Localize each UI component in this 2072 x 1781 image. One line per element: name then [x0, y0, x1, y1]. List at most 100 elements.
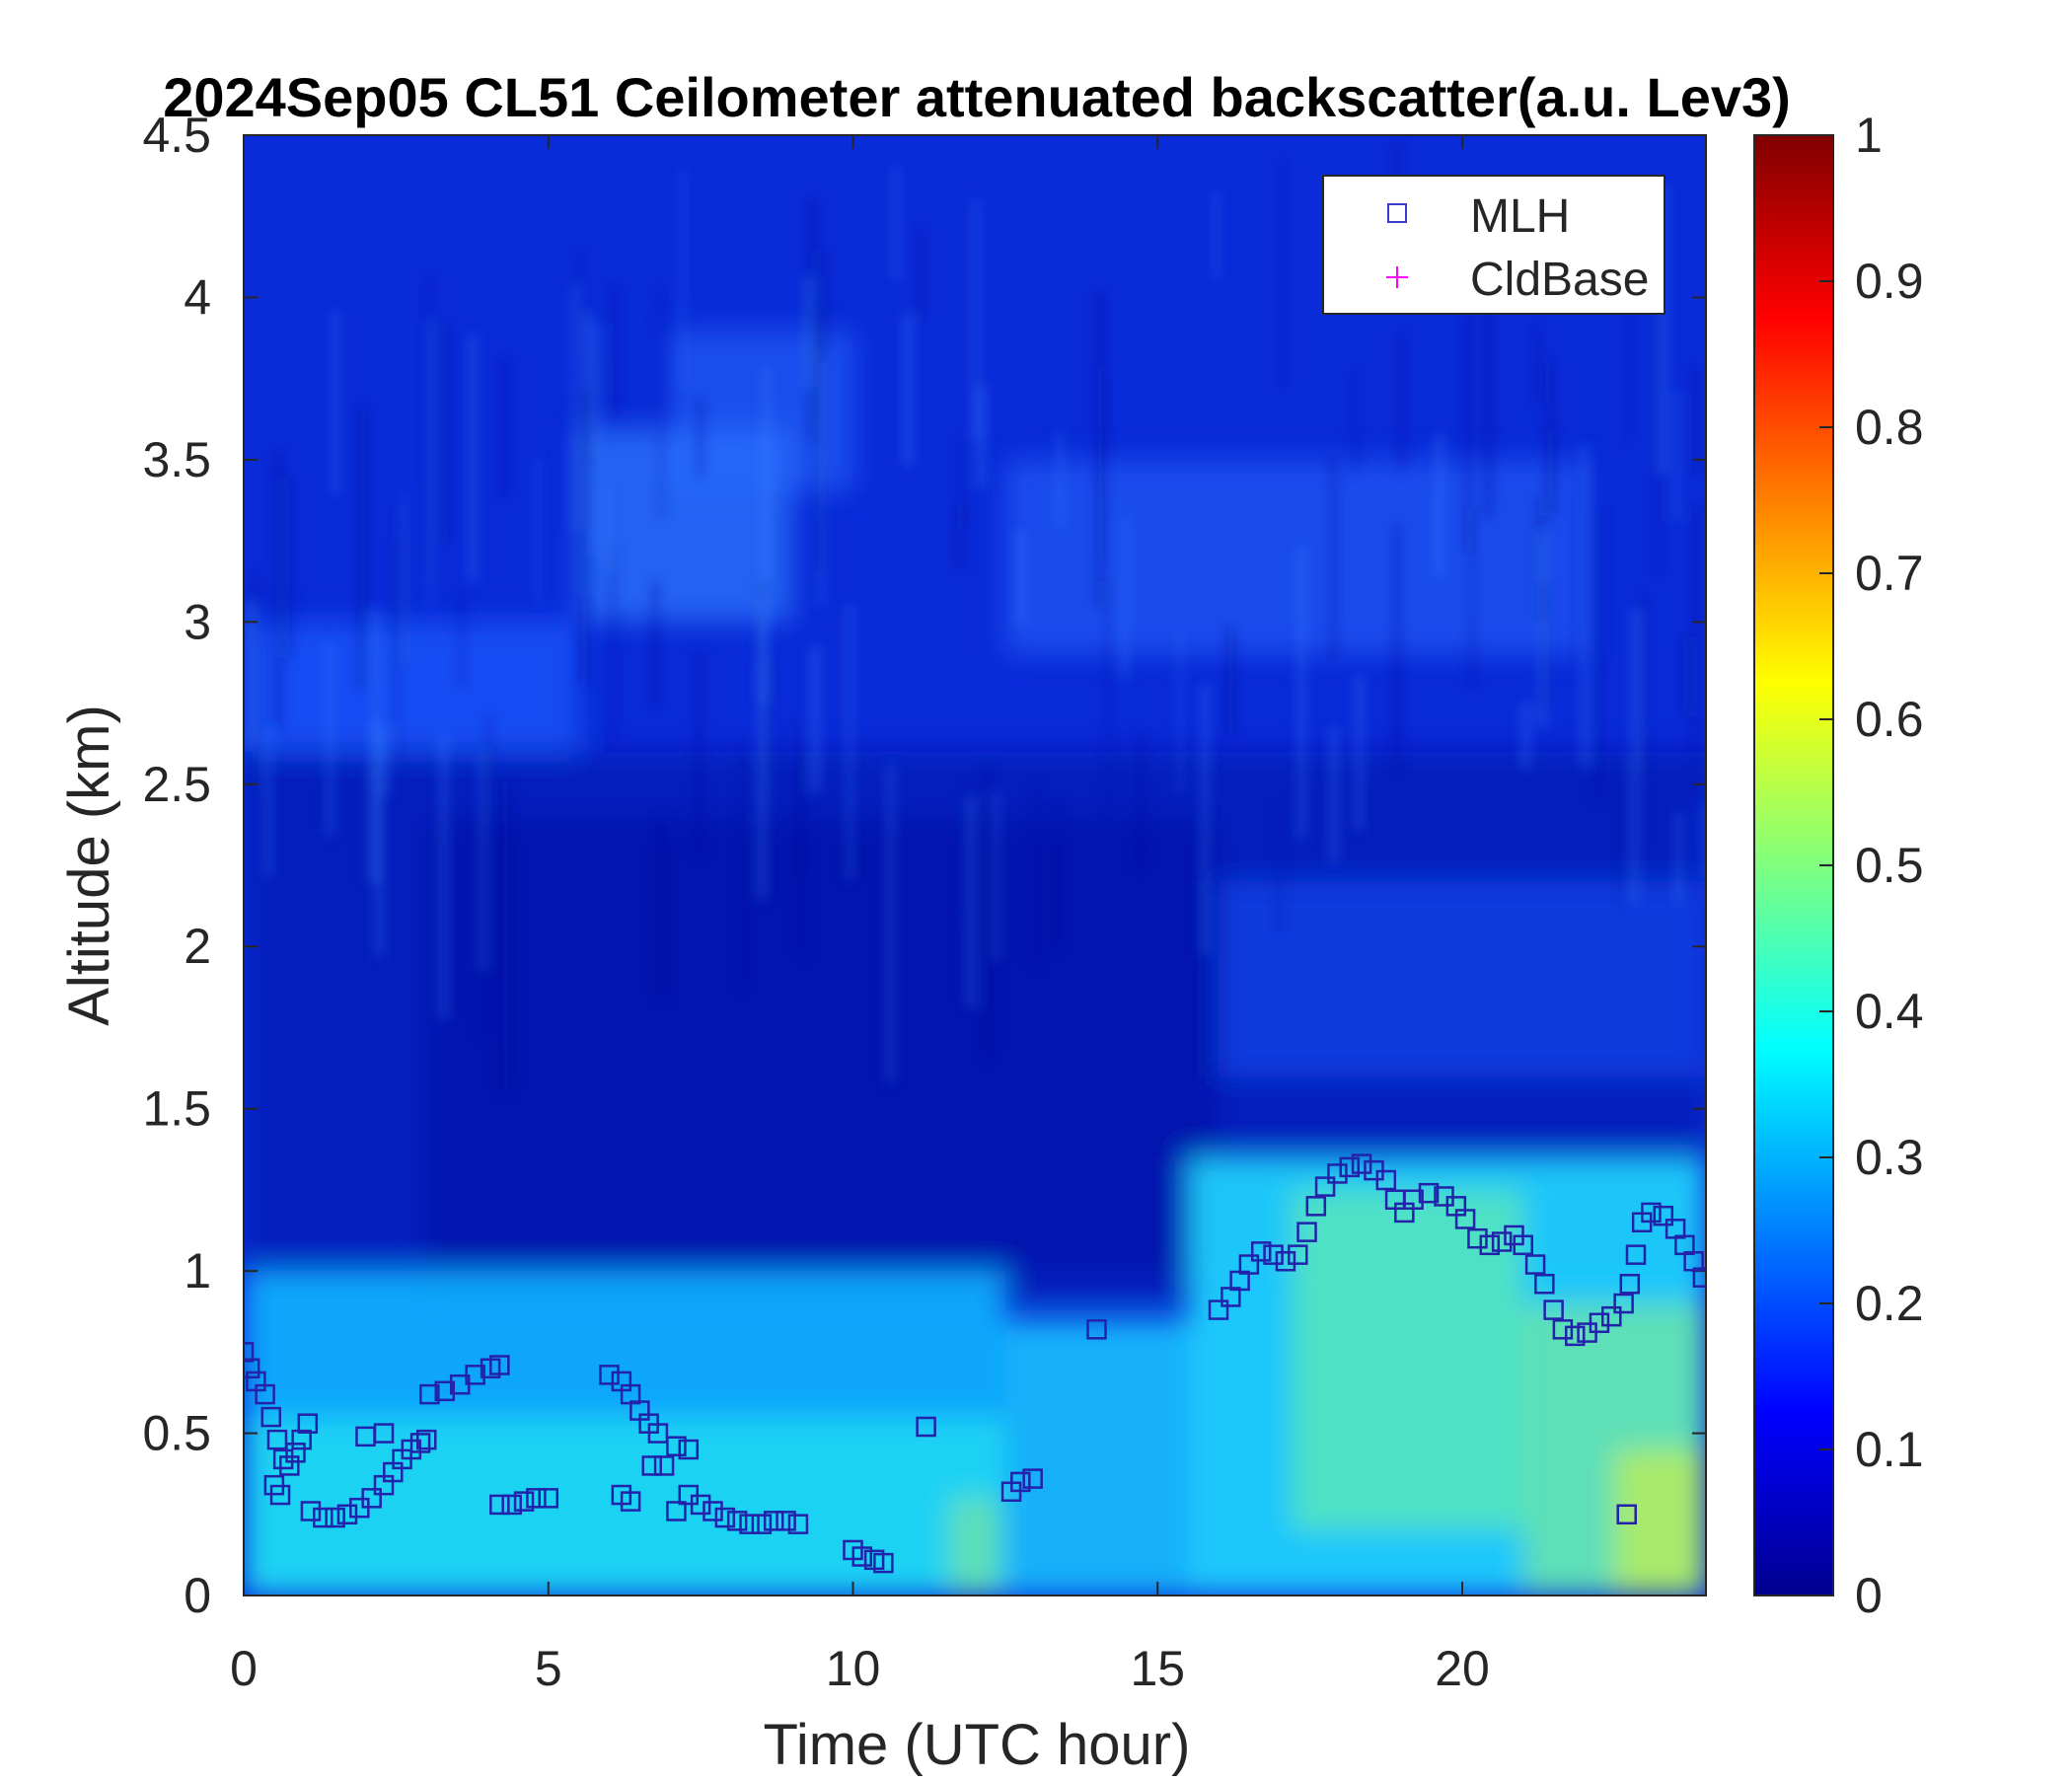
mlh-point [526, 1488, 547, 1509]
y-axis-label: Altitude (km) [57, 705, 121, 1026]
mlh-point [1351, 1153, 1372, 1174]
heatmap-streak [1703, 806, 1706, 878]
mlh-series [244, 1153, 1706, 1574]
x-axis: 0 5 10 15 20 [230, 135, 1490, 1696]
heatmap-streak [285, 478, 293, 658]
y-tick-label: 4 [184, 269, 211, 325]
mlh-point [1479, 1234, 1501, 1256]
y-tick-label: 0 [184, 1568, 211, 1623]
mlh-point [1288, 1244, 1308, 1265]
mlh-point [285, 1443, 306, 1463]
heatmap-streak [821, 251, 828, 362]
mlh-point [1418, 1182, 1440, 1204]
mlh-point [373, 1423, 395, 1444]
heatmap-streak [439, 735, 448, 1020]
heatmap-streak [246, 601, 255, 749]
mlh-point [726, 1511, 748, 1531]
heatmap-streak [651, 581, 659, 707]
mlh-point [269, 1484, 291, 1506]
heatmap-streak [960, 434, 966, 530]
heatmap-streak [1297, 546, 1305, 839]
y-axis: 0 0.5 1 1.5 2 2.5 3 3.5 4 4.5 [142, 108, 1706, 1623]
heatmap-streak [695, 651, 703, 853]
heatmap-streak [764, 659, 772, 802]
colorbar-tick-label: 1 [1855, 108, 1883, 163]
mlh-point [1613, 1293, 1634, 1314]
mlh-point [434, 1380, 456, 1402]
heatmap-streak [584, 312, 593, 457]
heatmap-streak [1015, 529, 1025, 626]
heatmap-streak [1054, 800, 1060, 949]
heatmap-streak [917, 226, 924, 320]
heatmap-streak [1521, 703, 1530, 769]
mlh-point [1022, 1468, 1043, 1489]
heatmap-streak [1330, 457, 1338, 659]
heatmap-streak [439, 323, 449, 542]
heatmap-streak [1178, 633, 1182, 792]
heatmap-streak [887, 765, 894, 1083]
heatmap-streak [658, 816, 666, 999]
heatmap-streak [903, 313, 913, 467]
mlh-point [325, 1507, 345, 1528]
mlh-point [538, 1488, 558, 1509]
heatmap-streak [659, 284, 663, 520]
heatmap-patch [1004, 459, 1585, 655]
heatmap-streak [1660, 185, 1667, 474]
heatmap-streaks [246, 141, 1706, 1091]
colorbar-tick-label: 0.8 [1855, 400, 1924, 455]
heatmap-streak [1464, 307, 1472, 552]
mlh-point [409, 1433, 431, 1453]
heatmap-streak [1581, 445, 1589, 768]
mlh-point [1616, 1504, 1637, 1525]
heatmap-streak [1656, 272, 1661, 579]
heatmap-streak [1215, 189, 1220, 281]
heatmap-streak [397, 541, 403, 664]
plot-frame [243, 134, 1707, 1596]
heatmap-streak [426, 275, 431, 574]
x-tick-label: 15 [1130, 1641, 1185, 1696]
mlh-point [266, 1429, 288, 1450]
heatmap-streak [371, 719, 380, 884]
legend-box [1322, 175, 1665, 315]
heatmap-streak [847, 603, 853, 881]
mlh-point [1263, 1244, 1284, 1265]
heatmap-streak [799, 755, 804, 955]
heatmap-streak [967, 796, 975, 1008]
mlh-point [336, 1504, 358, 1525]
heatmap-streak [403, 490, 407, 664]
y-tick-label: 0.5 [142, 1406, 211, 1461]
mlh-point [763, 1511, 784, 1531]
heatmap-streak [1595, 509, 1601, 800]
mlh-point [1296, 1222, 1317, 1242]
mlh-point [1275, 1250, 1296, 1272]
heatmap-streak [740, 745, 745, 989]
heatmap-patch [1004, 1319, 1189, 1595]
mlh-point [1327, 1163, 1348, 1184]
heatmap-streak [1330, 726, 1338, 862]
heatmap-streak [1137, 735, 1144, 866]
heatmap-streak [1355, 674, 1364, 830]
legend-cldbase-label: CldBase [1470, 254, 1649, 306]
mlh-point [1534, 1274, 1555, 1295]
backscatter-heatmap [244, 135, 1706, 1595]
heatmap-patch [244, 1417, 1005, 1595]
heatmap-streak [1033, 780, 1038, 966]
mlh-point [1467, 1227, 1488, 1249]
heatmap-streak [1353, 371, 1359, 473]
heatmap-patch [1292, 1189, 1523, 1531]
heatmap-streak [1280, 161, 1286, 385]
heatmap-streak [1626, 269, 1631, 442]
colorbar-tick-label: 0.6 [1855, 692, 1924, 747]
mlh-point [666, 1501, 687, 1521]
heatmap-streak [458, 592, 464, 687]
chart-title: 2024Sep05 CL51 Ceilometer attenuated bac… [163, 66, 1791, 128]
mlh-point [1619, 1274, 1641, 1295]
mlh-point [1552, 1319, 1574, 1340]
heatmap-streak [1435, 433, 1443, 576]
heatmap-streak [572, 284, 577, 531]
y-tick-label: 3 [184, 594, 211, 649]
heatmap-streak [1484, 304, 1493, 518]
heatmap-streak [1691, 367, 1699, 473]
